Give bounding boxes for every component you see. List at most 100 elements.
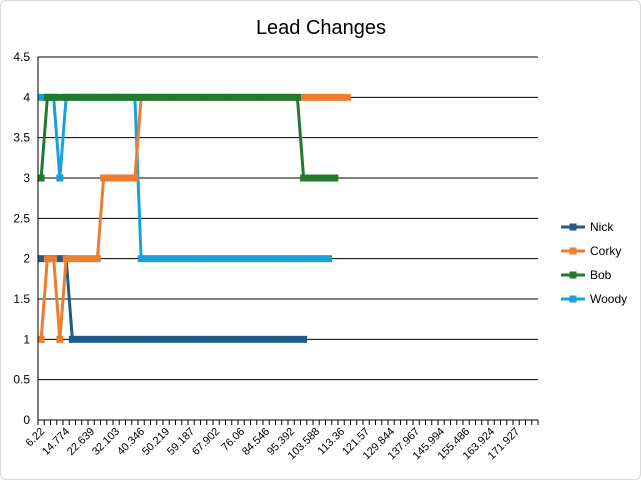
data-point [62, 255, 70, 263]
data-point [175, 93, 183, 101]
data-point [131, 93, 139, 101]
series-layer [37, 93, 351, 343]
data-point [137, 93, 145, 101]
data-point [187, 93, 195, 101]
data-point [212, 255, 220, 263]
data-point [187, 335, 195, 343]
data-point [131, 335, 139, 343]
data-point [300, 335, 308, 343]
data-point [93, 335, 101, 343]
data-point [331, 174, 339, 182]
data-point [43, 93, 51, 101]
legend-label: Corky [590, 244, 621, 258]
data-point [225, 93, 233, 101]
data-point [137, 255, 145, 263]
data-point [118, 174, 126, 182]
data-point [231, 335, 239, 343]
data-point [256, 255, 264, 263]
data-point [37, 255, 45, 263]
data-point [206, 255, 214, 263]
data-point [237, 255, 245, 263]
data-point [262, 93, 270, 101]
data-point [125, 174, 133, 182]
data-point [143, 255, 151, 263]
data-point [150, 93, 158, 101]
data-point [93, 93, 101, 101]
data-point [250, 335, 258, 343]
data-point [306, 174, 314, 182]
legend-label: Nick [590, 220, 614, 234]
data-point [287, 335, 295, 343]
data-point [187, 255, 195, 263]
data-point [318, 93, 326, 101]
data-point [81, 335, 89, 343]
data-point [87, 335, 95, 343]
y-tick-label: 3.5 [13, 131, 30, 145]
data-point [318, 174, 326, 182]
legend-swatch-marker [569, 271, 577, 279]
data-point [243, 335, 251, 343]
data-point [300, 93, 308, 101]
data-point [87, 93, 95, 101]
data-point [331, 93, 339, 101]
data-point [337, 93, 345, 101]
legend-swatch-marker [569, 247, 577, 255]
data-point [106, 174, 114, 182]
data-point [312, 174, 320, 182]
data-point [206, 93, 214, 101]
data-point [168, 93, 176, 101]
legend-entry-corky: Corky [561, 244, 621, 258]
y-tick-label: 0 [23, 413, 30, 427]
data-point [106, 335, 114, 343]
data-point [243, 255, 251, 263]
data-point [293, 255, 301, 263]
data-point [50, 255, 58, 263]
data-point [293, 335, 301, 343]
y-tick-label: 1 [23, 332, 30, 346]
data-point [300, 174, 308, 182]
data-point [262, 255, 270, 263]
data-point [212, 335, 220, 343]
data-point [175, 335, 183, 343]
y-tick-label: 4.5 [13, 50, 30, 64]
series-bob [37, 93, 339, 182]
data-point [100, 174, 108, 182]
data-point [50, 93, 58, 101]
legend-entry-bob: Bob [561, 268, 612, 282]
data-point [162, 335, 170, 343]
y-tick-label: 0.5 [13, 373, 30, 387]
data-point [256, 335, 264, 343]
data-point [112, 174, 120, 182]
data-point [37, 93, 45, 101]
data-point [262, 335, 270, 343]
data-point [231, 93, 239, 101]
data-point [256, 93, 264, 101]
data-point [218, 93, 226, 101]
data-point [243, 93, 251, 101]
data-point [300, 255, 308, 263]
data-point [150, 255, 158, 263]
data-point [268, 335, 276, 343]
y-tick-label: 4 [23, 90, 30, 104]
data-point [287, 93, 295, 101]
data-point [312, 255, 320, 263]
data-point [75, 93, 83, 101]
data-point [193, 335, 201, 343]
data-point [237, 93, 245, 101]
data-point [131, 174, 139, 182]
data-point [312, 93, 320, 101]
data-point [168, 335, 176, 343]
data-point [218, 255, 226, 263]
data-point [250, 93, 258, 101]
data-point [181, 93, 189, 101]
data-point [68, 335, 76, 343]
data-point [268, 93, 276, 101]
data-point [200, 93, 208, 101]
data-point [193, 93, 201, 101]
y-tick-label: 1.5 [13, 292, 30, 306]
data-point [156, 335, 164, 343]
data-point [56, 255, 64, 263]
data-point [68, 93, 76, 101]
data-point [81, 255, 89, 263]
data-point [162, 93, 170, 101]
